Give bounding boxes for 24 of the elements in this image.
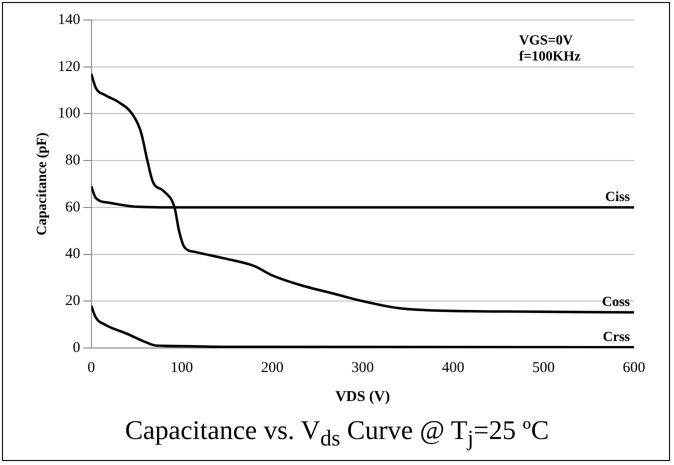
y-tick-label: 40 (65, 246, 80, 262)
series-label: Ciss (605, 190, 631, 206)
y-tick-label: 100 (58, 106, 80, 122)
y-tick-label: 120 (58, 58, 80, 75)
x-tick-label: 300 (351, 360, 374, 376)
x-tick-label: 0 (88, 360, 96, 376)
series-label: Coss (602, 295, 631, 310)
x-tick-label: 500 (532, 360, 555, 376)
text: Capacitance vs. V$_{ds}$ Curve @ T$_{j}$=25 ºC (124, 415, 550, 452)
x-tick-label: 400 (442, 360, 464, 376)
series-label: Crss (602, 330, 631, 345)
x-tick-label: 100 (170, 360, 193, 376)
y-tick-label: 20 (65, 293, 80, 310)
y-tick-label: 0 (72, 340, 80, 356)
x-tick-label: 600 (622, 360, 646, 376)
x-axis-title: VDS (V) (335, 388, 390, 405)
line-series (91, 72, 634, 314)
y-tick-label: 140 (58, 12, 80, 28)
annotation: VGS=0V (519, 34, 573, 49)
annotation: f=100KHz (519, 50, 581, 65)
y-axis-title: Capacitance (pF) (35, 132, 50, 236)
x-tick-label: 200 (260, 360, 284, 376)
y-tick-label: 60 (65, 199, 80, 216)
y-tick-label: 80 (65, 152, 80, 169)
